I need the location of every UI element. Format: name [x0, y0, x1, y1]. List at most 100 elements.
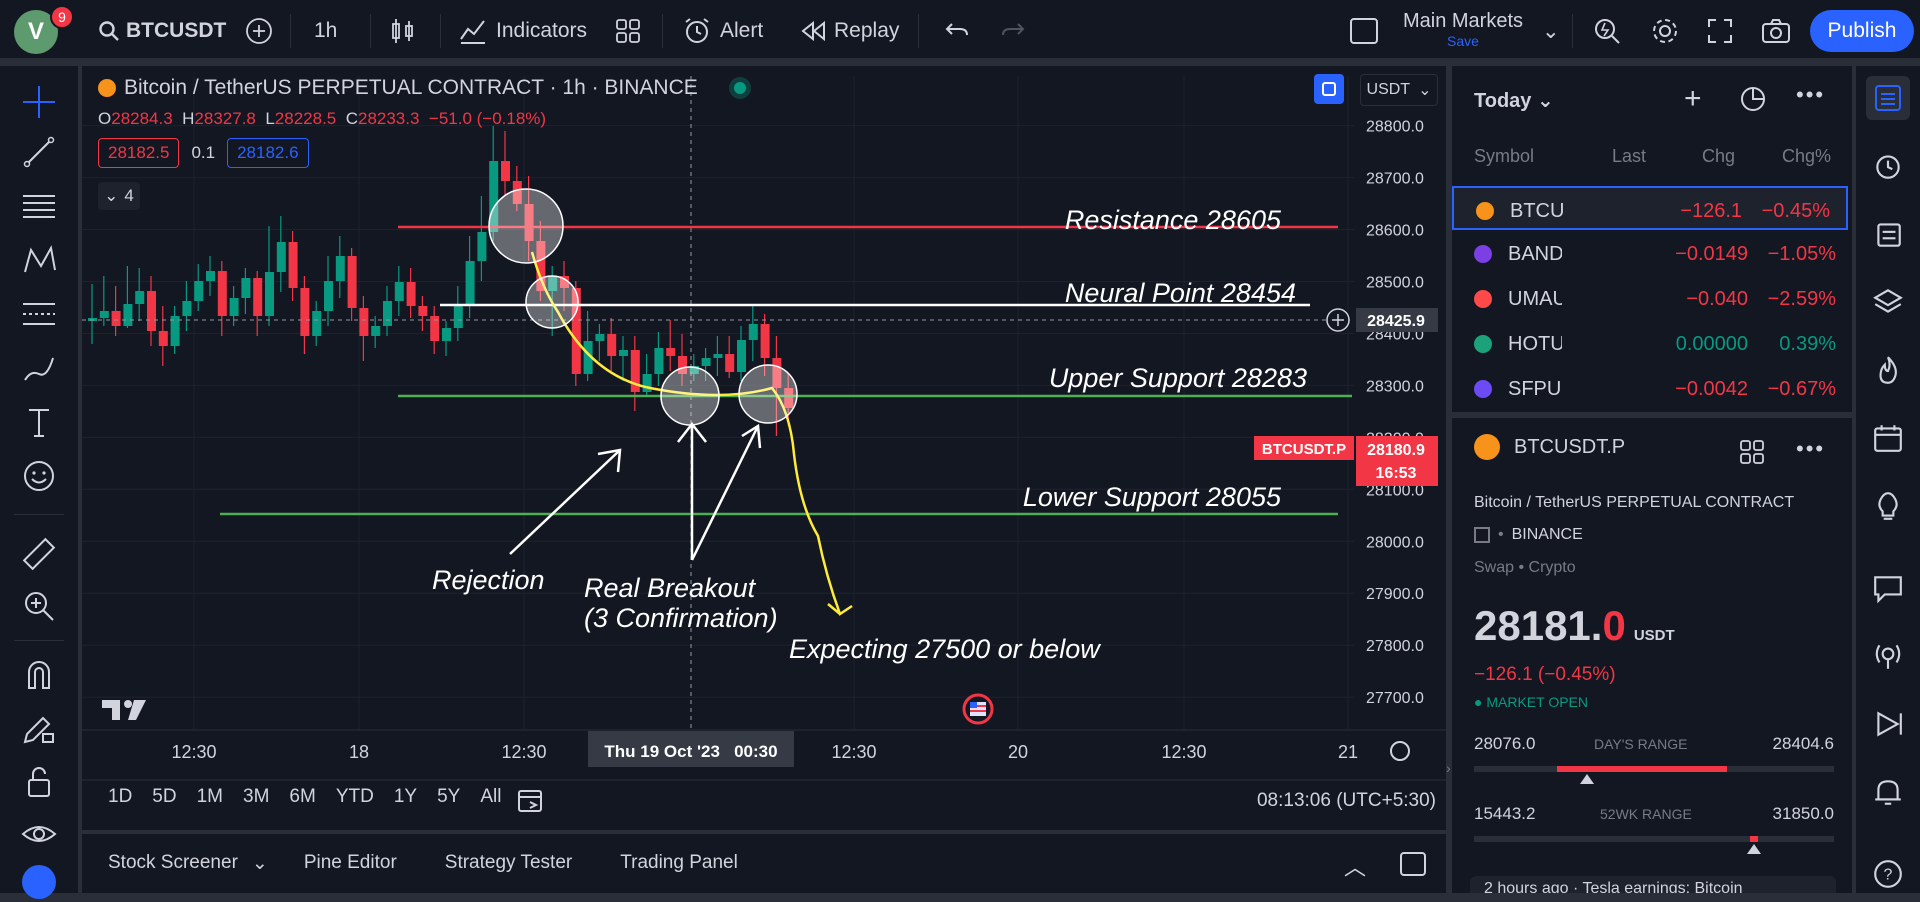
magnet-tool[interactable]: [19, 654, 59, 694]
keep-drawing-tool[interactable]: [19, 708, 59, 748]
header-last[interactable]: Last: [1612, 146, 1647, 166]
projection-path[interactable]: [530, 251, 853, 616]
range-3m[interactable]: 3M: [243, 786, 270, 807]
pattern-tool[interactable]: [19, 240, 59, 280]
external-link-icon[interactable]: [1474, 527, 1490, 543]
settings-button[interactable]: [1640, 9, 1690, 53]
details-more-button[interactable]: •••: [1796, 436, 1825, 462]
watchlist-title[interactable]: Today ⌄: [1474, 88, 1554, 113]
breakout-circle-2[interactable]: [738, 364, 798, 424]
symbol-search-button[interactable]: BTCUSDT: [88, 9, 236, 53]
emoji-tool[interactable]: [19, 456, 59, 496]
range-6m[interactable]: 6M: [289, 786, 316, 807]
layout-dropdown[interactable]: ⌄: [1532, 9, 1570, 53]
watchlist-more-button[interactable]: •••: [1796, 82, 1825, 108]
help-toggle[interactable]: ?: [1866, 852, 1910, 896]
trend-line-tool[interactable]: [19, 132, 59, 172]
compare-symbol-button[interactable]: [234, 9, 284, 53]
axis-settings-icon[interactable]: [1390, 741, 1410, 761]
templates-button[interactable]: [604, 9, 652, 53]
range-1m[interactable]: 1M: [196, 786, 223, 807]
chart-pane[interactable]: Resistance 28605 Neural Point 28454 Uppe…: [82, 66, 1446, 830]
chart-type-button[interactable]: [380, 9, 426, 53]
expectation-label[interactable]: Expecting 27500 or below: [789, 634, 1101, 664]
details-layout-button[interactable]: [1738, 438, 1766, 471]
currency-select[interactable]: USDT ⌄: [1360, 74, 1438, 106]
upper-support-label[interactable]: Upper Support 28283: [1049, 363, 1307, 393]
notifications-toggle[interactable]: [1866, 770, 1910, 814]
publish-button[interactable]: Publish: [1810, 10, 1914, 52]
fullscreen-button[interactable]: [1696, 9, 1744, 53]
tab-stock-screener[interactable]: Stock Screener: [108, 852, 238, 873]
measure-tool[interactable]: [19, 534, 59, 574]
sync-button[interactable]: [1314, 74, 1344, 104]
chart-legend[interactable]: Bitcoin / TetherUS PERPETUAL CONTRACT · …: [98, 76, 746, 100]
zoom-tool[interactable]: [19, 586, 59, 626]
price-axis[interactable]: 28800.028700.028600.028500.028400.028300…: [1366, 119, 1424, 707]
replay-button[interactable]: Replay: [790, 9, 909, 53]
chart-canvas[interactable]: Resistance 28605 Neural Point 28454 Uppe…: [82, 66, 1446, 830]
indicators-toggle[interactable]: ⌄ 4: [98, 182, 140, 210]
layout-menu[interactable]: Main Markets Save: [1400, 10, 1526, 54]
object-tree-toggle[interactable]: [1866, 212, 1910, 256]
range-1d[interactable]: 1D: [108, 786, 133, 807]
range-all[interactable]: All: [480, 786, 502, 807]
remove-drawings-tool[interactable]: [19, 862, 59, 902]
watchlist-row[interactable]: BTCU28181.0−126.1−0.45%: [1452, 186, 1848, 230]
text-tool[interactable]: [19, 402, 59, 442]
news-item[interactable]: 2 hours ago · Tesla earnings: Bitcoin: [1470, 876, 1836, 893]
watchlist-toggle[interactable]: [1866, 76, 1910, 120]
breakout-circle-1[interactable]: [660, 366, 720, 426]
buy-button[interactable]: 28182.6: [227, 138, 309, 168]
range-ytd[interactable]: YTD: [335, 786, 374, 807]
collapse-panel-button[interactable]: ︿: [1344, 850, 1366, 882]
breakout-confirm-label[interactable]: (3 Confirmation): [584, 603, 778, 633]
header-symbol[interactable]: Symbol: [1474, 146, 1535, 166]
neutral-touch-circle[interactable]: [525, 275, 579, 329]
interval-button[interactable]: 1h: [304, 9, 347, 53]
resistance-touch-circle[interactable]: [488, 188, 564, 264]
rejection-label[interactable]: Rejection: [432, 565, 545, 595]
resistance-label[interactable]: Resistance 28605: [1065, 205, 1282, 235]
snapshot-button[interactable]: [1750, 9, 1802, 53]
indicators-button[interactable]: Indicators: [448, 9, 597, 53]
clock-timezone[interactable]: 08:13:06 (UTC+5:30): [1256, 790, 1436, 811]
lower-support-label[interactable]: Lower Support 28055: [1023, 482, 1282, 512]
add-symbol-button[interactable]: +: [1684, 82, 1702, 116]
crosshair-tool[interactable]: [19, 82, 59, 122]
hotlists-toggle[interactable]: [1866, 348, 1910, 392]
projection-tool[interactable]: [19, 294, 59, 334]
quick-search-button[interactable]: [1582, 9, 1632, 53]
undo-button[interactable]: [934, 9, 980, 53]
hide-drawings-tool[interactable]: [19, 814, 59, 854]
lock-drawings-tool[interactable]: [19, 762, 59, 802]
watchlist-row[interactable]: SFPU0.6202−0.0042−0.67%: [1452, 366, 1852, 410]
watchlist-row[interactable]: BAND1.4045−0.0149−1.05%: [1452, 231, 1852, 275]
alerts-toggle[interactable]: [1866, 144, 1910, 188]
layout-checkbox[interactable]: [1340, 9, 1388, 53]
advanced-view-button[interactable]: [1738, 84, 1768, 119]
header-chgp[interactable]: Chg%: [1782, 146, 1832, 166]
neutral-point-label[interactable]: Neural Point 28454: [1065, 278, 1296, 308]
calendar-toggle[interactable]: [1866, 416, 1910, 460]
range-5y[interactable]: 5Y: [437, 786, 461, 807]
tab-trading-panel[interactable]: Trading Panel: [620, 852, 738, 873]
tab-pine-editor[interactable]: Pine Editor: [303, 852, 397, 873]
header-chg[interactable]: Chg: [1702, 146, 1736, 166]
streams-toggle[interactable]: [1866, 634, 1910, 678]
range-5d[interactable]: 5D: [152, 786, 177, 807]
time-axis[interactable]: 12:30 18 12:30 12:30 20 12:30 21: [171, 742, 1358, 762]
details-symbol[interactable]: BTCUSDT.P: [1514, 435, 1626, 458]
alert-button[interactable]: Alert: [672, 9, 773, 53]
watchlist-row[interactable]: UMAU1.504−0.040−2.59%: [1452, 276, 1852, 320]
fib-tool[interactable]: [19, 186, 59, 226]
tab-strategy-tester[interactable]: Strategy Tester: [444, 852, 573, 873]
replay-panel-toggle[interactable]: [1866, 702, 1910, 746]
sell-button[interactable]: 28182.5: [98, 138, 180, 168]
breakout-label[interactable]: Real Breakout: [584, 573, 757, 603]
brush-tool[interactable]: [19, 348, 59, 388]
ideas-toggle[interactable]: [1866, 484, 1910, 528]
range-1y[interactable]: 1Y: [393, 786, 418, 807]
chats-toggle[interactable]: [1866, 566, 1910, 610]
